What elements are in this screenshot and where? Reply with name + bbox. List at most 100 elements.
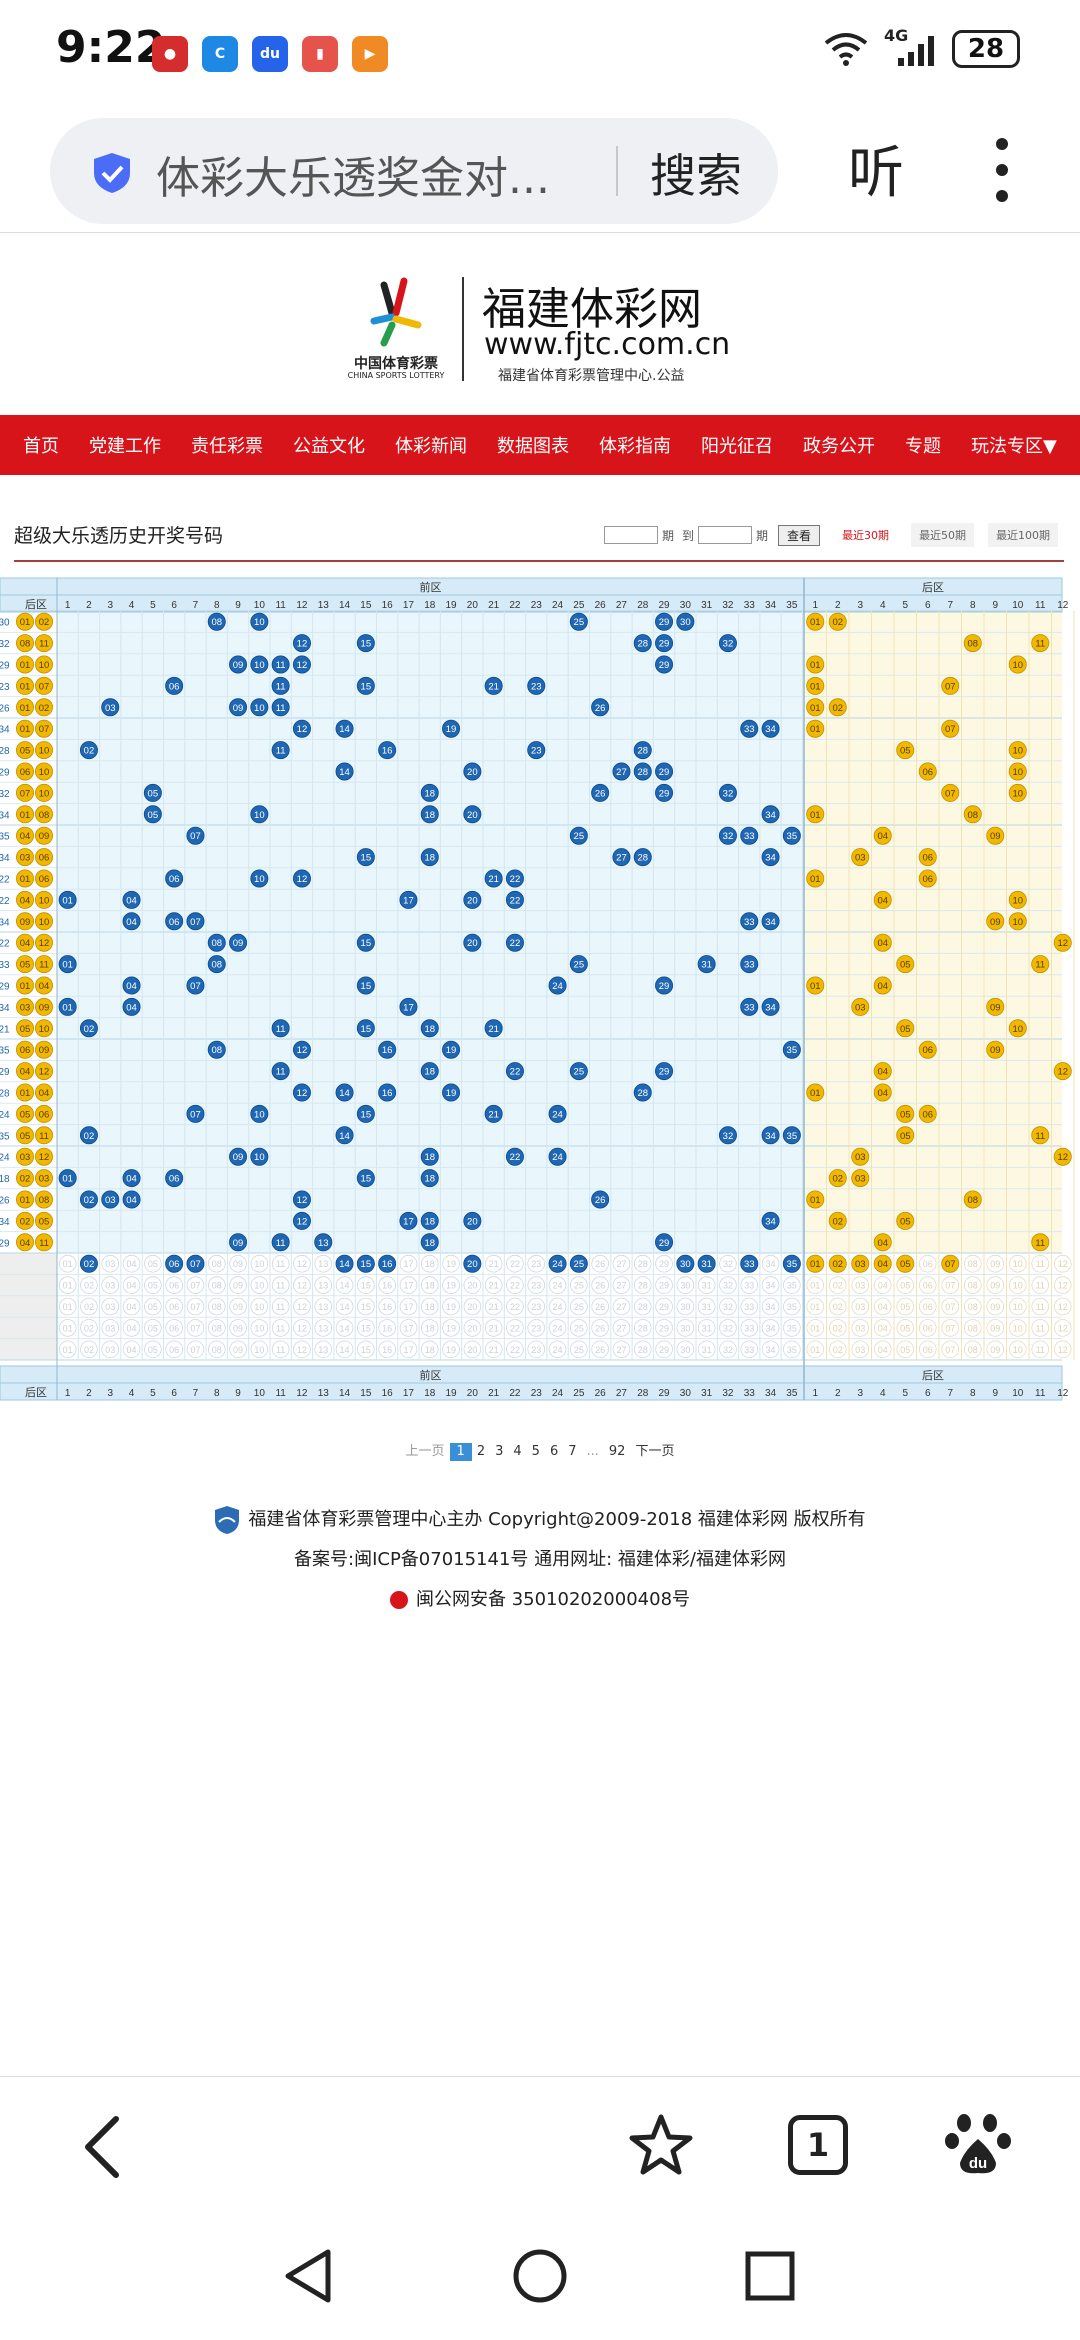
empty-front-ball (612, 1319, 631, 1337)
recent-50-tab[interactable]: 最近50期 (911, 523, 975, 547)
nav-item[interactable]: 责任彩票 (191, 436, 263, 457)
front-ball (761, 997, 780, 1016)
empty-front-ball (697, 1276, 716, 1294)
recent-30-tab[interactable]: 最近30期 (842, 529, 890, 542)
empty-front-ball-label: 35 (787, 1281, 797, 1291)
front-number-header: 23 (531, 1388, 543, 1399)
system-back-icon[interactable] (282, 2248, 334, 2304)
front-ball (442, 1040, 461, 1059)
freq-front-ball-label: 30 (680, 1259, 691, 1270)
empty-front-ball-label: 15 (361, 1323, 371, 1333)
site-url: www.fjtc.com.cn (484, 327, 731, 362)
left-back-ball (35, 1147, 54, 1166)
empty-front-ball (484, 1319, 503, 1337)
back-ball (828, 1211, 847, 1230)
search-button[interactable]: 搜索 (650, 149, 742, 203)
nav-item[interactable]: 党建工作 (89, 436, 161, 457)
page-link[interactable]: 5 (531, 1444, 540, 1459)
listen-button[interactable]: 听 (848, 141, 904, 206)
recents-icon[interactable] (744, 2250, 796, 2302)
front-number-header: 14 (339, 1388, 351, 1399)
front-ball (420, 1211, 439, 1230)
back-zone-label: 后区 (922, 1369, 944, 1382)
nav-item[interactable]: 体彩指南 (599, 436, 671, 457)
front-ball (356, 933, 375, 952)
page-link[interactable]: 6 (549, 1444, 559, 1459)
start-period-input[interactable] (604, 526, 658, 544)
end-period-input[interactable] (698, 526, 753, 544)
nav-item[interactable]: 体彩新闻 (395, 436, 467, 457)
back-ball (806, 1083, 825, 1102)
empty-front-ball-label: 11 (276, 1302, 285, 1312)
left-back-ball-label: 09 (39, 831, 50, 842)
empty-front-ball-label: 10 (254, 1281, 264, 1291)
page-link[interactable]: 2 (476, 1444, 486, 1459)
empty-front-ball-label: 02 (84, 1345, 94, 1355)
empty-front-ball (80, 1297, 98, 1316)
page-link[interactable]: 1 (449, 1443, 472, 1461)
more-menu-icon[interactable] (996, 138, 1010, 202)
back-number-header: 2 (835, 1388, 841, 1399)
page-link[interactable]: 4 (513, 1444, 522, 1459)
nav-item[interactable]: 玩法专区▼ (971, 436, 1057, 457)
empty-front-ball-label: 24 (553, 1345, 563, 1355)
empty-back-ball-label: 04 (878, 1302, 888, 1312)
empty-front-ball-label: 08 (212, 1281, 222, 1291)
back-icon[interactable] (78, 2115, 126, 2179)
page-link[interactable]: 7 (568, 1444, 577, 1459)
nav-item[interactable]: 专题 (905, 436, 941, 457)
front-ball (143, 783, 162, 802)
empty-back-ball-label: 11 (1036, 1302, 1045, 1312)
cut-front-number: 24 (0, 1110, 10, 1121)
empty-front-ball-label: 01 (63, 1259, 73, 1269)
page-link[interactable]: 3 (495, 1444, 504, 1459)
nav-item[interactable]: 首页 (23, 436, 59, 457)
nav-item[interactable]: 政务公开 (803, 436, 875, 457)
back-number-header: 3 (857, 1388, 863, 1399)
front-ball (271, 676, 290, 695)
left-back-ball (35, 1104, 54, 1123)
front-ball (591, 1190, 610, 1209)
nav-item[interactable]: 阳光征召 (701, 436, 773, 457)
front-ball-label: 06 (169, 1174, 180, 1185)
empty-back-ball-label: 03 (855, 1281, 865, 1291)
empty-front-ball-label: 31 (702, 1281, 712, 1291)
empty-back-ball (806, 1276, 825, 1294)
nav-item[interactable]: 数据图表 (497, 436, 569, 457)
empty-front-ball (484, 1340, 503, 1359)
front-ball-label: 07 (190, 917, 201, 928)
address-bar[interactable]: 体彩大乐透奖金对... 搜索 (50, 118, 778, 224)
left-back-ball (35, 634, 54, 653)
next-page-link[interactable]: 下一页 (635, 1444, 675, 1459)
page-footer: 福建省体育彩票管理中心主办 Copyright@2009-2018 福建体彩网 … (0, 1505, 1080, 1625)
home-icon[interactable] (512, 2248, 568, 2304)
address-text[interactable]: 体彩大乐透奖金对... (156, 153, 550, 204)
empty-front-ball-label: 26 (595, 1323, 605, 1333)
baidu-paw-icon[interactable]: du (944, 2111, 1012, 2177)
site-logo[interactable]: 中国体育彩票 CHINA SPORTS LOTTERY 福建体彩网 www.fj… (334, 273, 730, 385)
empty-front-ball (463, 1276, 482, 1294)
nav-item[interactable]: 公益文化 (293, 436, 365, 457)
empty-front-ball-label: 34 (766, 1259, 776, 1269)
page-link[interactable]: 92 (608, 1444, 626, 1459)
recent-100-tab[interactable]: 最近100期 (988, 523, 1059, 547)
empty-front-ball-label: 28 (638, 1281, 648, 1291)
front-ball (740, 997, 759, 1016)
front-number-header: 13 (318, 1388, 330, 1399)
bookmark-star-icon[interactable] (628, 2113, 694, 2177)
front-ball-label: 02 (84, 1131, 95, 1142)
tabs-button[interactable]: 1 (788, 2115, 848, 2175)
empty-back-ball (941, 1340, 960, 1359)
left-back-ball (15, 890, 35, 909)
empty-front-ball-label: 11 (276, 1323, 285, 1333)
empty-back-ball-label: 09 (990, 1259, 1000, 1269)
query-button[interactable]: 查看 (778, 524, 821, 546)
left-back-ball-label: 10 (39, 767, 50, 778)
empty-front-ball-label: 17 (403, 1345, 413, 1355)
empty-front-ball-label: 13 (318, 1259, 328, 1269)
front-ball-label: 16 (382, 746, 393, 757)
freq-back-ball (873, 1254, 892, 1273)
prev-page-link[interactable]: 上一页 (405, 1444, 445, 1459)
front-ball-label: 12 (297, 1195, 308, 1206)
empty-front-ball-label: 13 (318, 1345, 328, 1355)
